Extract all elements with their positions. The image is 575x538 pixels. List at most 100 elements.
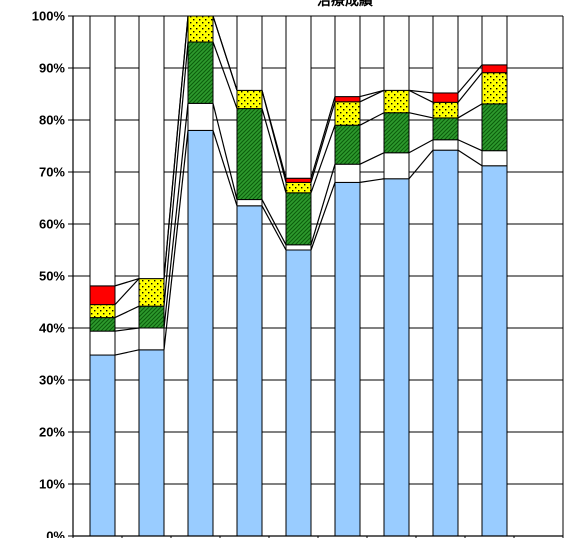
bar-segment (89, 285, 116, 306)
bar-segment (334, 181, 361, 537)
bar-segment (138, 327, 165, 351)
y-tick-label: 30% (39, 373, 65, 388)
series-line (408, 139, 434, 154)
series-line (408, 112, 434, 119)
y-tick-label: 60% (39, 217, 65, 232)
y-tick-label: 80% (39, 113, 65, 128)
y-tick-label: 70% (39, 165, 65, 180)
bar-segment (138, 305, 165, 329)
bar-segment (236, 205, 263, 537)
series-line (310, 124, 336, 194)
series-line (310, 96, 336, 179)
bar-segment (285, 177, 312, 183)
bar-segment (236, 108, 263, 201)
y-tick-label: 0% (46, 529, 65, 538)
y-axis-ticks: 0% 10% 20% 30% 40% 50% 60% 70% 80% 90% 100% (32, 9, 66, 538)
y-tick-label: 10% (39, 477, 65, 492)
series-line (310, 164, 336, 245)
bar-segment (334, 101, 361, 126)
bar-segment (383, 15, 410, 91)
series-line (212, 103, 238, 200)
bar-segment (89, 354, 116, 537)
series-line (457, 103, 483, 119)
bar-segment (236, 15, 263, 91)
bar-segment (285, 15, 312, 179)
bar-segment (432, 101, 459, 119)
bar-segment (481, 15, 508, 66)
series-line (163, 41, 189, 307)
bar-segment (89, 304, 116, 319)
bar-segment (432, 139, 459, 151)
bar-segment (432, 92, 459, 103)
bar-segment (187, 129, 214, 537)
y-tick-label: 100% (32, 9, 66, 24)
series-line (114, 305, 140, 319)
series-line (310, 182, 336, 251)
bar-segment (383, 112, 410, 154)
bar-segment (236, 199, 263, 207)
series-line (457, 72, 483, 103)
bar-segment (138, 15, 165, 280)
bar-segment (383, 178, 410, 537)
series-line (212, 41, 238, 109)
series-line (261, 205, 287, 251)
series-line (212, 15, 238, 91)
series-line (163, 103, 189, 329)
bar-segment (432, 117, 459, 141)
bar-segment (432, 15, 459, 94)
bar-segment (481, 64, 508, 74)
series-line (457, 64, 483, 94)
series-line (261, 199, 287, 246)
bar-segment (481, 165, 508, 537)
bar-segment (138, 278, 165, 307)
bar-segment (187, 15, 214, 43)
series-line (163, 130, 189, 350)
series-line (359, 89, 385, 103)
bar-segment (236, 89, 263, 110)
bar-segment (285, 192, 312, 246)
bar-segment (481, 150, 508, 167)
bar-segment (187, 102, 214, 131)
bar-segment (89, 317, 116, 332)
bar-segment (334, 96, 361, 103)
y-tick-label: 90% (39, 61, 65, 76)
series-line (114, 278, 140, 306)
bar-segment (481, 72, 508, 105)
series-line (408, 89, 434, 103)
bar-segment (89, 330, 116, 356)
series-line (261, 90, 287, 179)
bar-segment (432, 149, 459, 537)
series-line (114, 349, 140, 356)
bar-segment (285, 181, 312, 194)
series-line (114, 327, 140, 332)
series-line (408, 149, 434, 180)
bar-segment (285, 244, 312, 251)
series-line (359, 89, 385, 98)
bar-segment (89, 15, 116, 287)
series-lines (114, 15, 483, 356)
series-line (310, 101, 336, 183)
series-line (408, 89, 434, 94)
series-line (114, 278, 140, 287)
series-line (359, 178, 385, 183)
chart-title: 治療成績 (317, 0, 373, 9)
series-line (212, 130, 238, 206)
bar-segment (383, 89, 410, 114)
bar-segment (334, 163, 361, 183)
y-tick-label: 20% (39, 425, 65, 440)
series-line (457, 149, 483, 167)
bar-segment (481, 103, 508, 152)
y-tick-label: 40% (39, 321, 65, 336)
series-line (359, 152, 385, 165)
series-line (261, 108, 287, 193)
axes (68, 15, 564, 538)
bar-segment (187, 41, 214, 104)
bar-segment (334, 15, 361, 98)
bar-segment (285, 249, 312, 537)
bar-segment (383, 152, 410, 180)
bars (89, 15, 508, 537)
series-line (457, 139, 483, 152)
bar-segment (334, 124, 361, 165)
series-line (359, 112, 385, 126)
